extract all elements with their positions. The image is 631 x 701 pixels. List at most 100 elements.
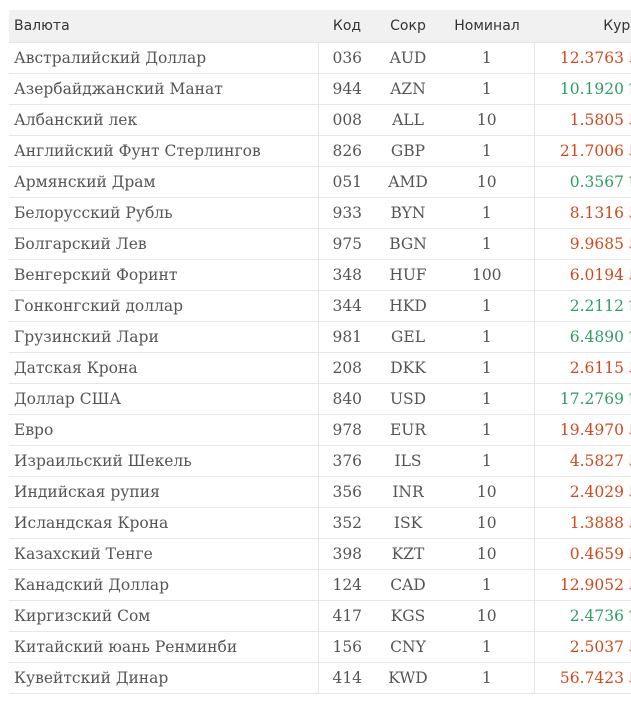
rate-value: 4.5827 [569, 452, 624, 470]
currency-name-cell: Английский Фунт Стерлингов [9, 135, 318, 167]
rate-value: 2.2112 [569, 297, 624, 315]
currency-nominal-cell: 1 [440, 42, 534, 74]
currency-rate-cell: 2.4736↑ [533, 600, 631, 632]
arrow-up-icon: ↑ [625, 297, 631, 315]
currency-abbr-cell: EUR [376, 414, 440, 446]
currency-rate-cell: 0.4659↓ [533, 538, 631, 570]
rate-value: 56.7423 [559, 669, 624, 687]
currency-code-cell: 417 [317, 600, 376, 632]
table-body: Австралийский Доллар036AUD112.3763↓Азерб… [9, 42, 631, 694]
currency-abbr-cell: USD [376, 383, 440, 415]
currency-name-cell: Болгарский Лев [9, 228, 318, 260]
currency-abbr-cell: DKK [376, 352, 440, 384]
arrow-down-icon: ↓ [625, 111, 631, 129]
arrow-up-icon: ↑ [625, 390, 631, 408]
currency-rate-cell: 19.4970↓ [533, 414, 631, 446]
currency-abbr-cell: AMD [376, 166, 440, 198]
currency-abbr-cell: ILS [376, 445, 440, 477]
currency-rate-cell: 4.5827↓ [533, 445, 631, 477]
currency-nominal-cell: 10 [440, 538, 534, 570]
header-rate[interactable]: Курс [534, 10, 631, 43]
currency-code-cell: 826 [317, 135, 376, 167]
arrow-down-icon: ↓ [625, 142, 631, 160]
currency-nominal-cell: 10 [440, 476, 534, 508]
currency-code-cell: 398 [317, 538, 376, 570]
header-nominal[interactable]: Номинал [440, 10, 534, 43]
rate-value: 1.3888 [569, 514, 624, 532]
currency-name-cell: Белорусский Рубль [9, 197, 318, 229]
currency-nominal-cell: 1 [440, 73, 534, 105]
arrow-down-icon: ↓ [625, 545, 631, 563]
currency-abbr-cell: GBP [376, 135, 440, 167]
currency-rates-table: Валюта Код Сокр Номинал Курс Австралийск… [9, 10, 631, 694]
arrow-up-icon: ↑ [625, 80, 631, 98]
arrow-down-icon: ↓ [625, 669, 631, 687]
currency-rate-cell: 2.6115↓ [533, 352, 631, 384]
rate-value: 2.6115 [569, 359, 624, 377]
currency-rate-cell: 2.5037↓ [533, 631, 631, 663]
currency-abbr-cell: AUD [376, 42, 440, 74]
currency-code-cell: 156 [317, 631, 376, 663]
currency-name-cell: Киргизский Сом [9, 600, 318, 632]
currency-name-cell: Азербайджанский Манат [9, 73, 318, 105]
arrow-down-icon: ↓ [625, 452, 631, 470]
currency-name-cell: Австралийский Доллар [9, 42, 318, 74]
currency-abbr-cell: AZN [376, 73, 440, 105]
currency-name-cell: Исландская Крона [9, 507, 318, 539]
rate-value: 0.4659 [569, 545, 624, 563]
arrow-down-icon: ↓ [625, 576, 631, 594]
arrow-down-icon: ↓ [625, 359, 631, 377]
currency-nominal-cell: 10 [440, 104, 534, 136]
header-abbreviation[interactable]: Сокр [376, 10, 440, 43]
currency-abbr-cell: HUF [376, 259, 440, 291]
currency-abbr-cell: INR [376, 476, 440, 508]
currency-name-cell: Венгерский Форинт [9, 259, 318, 291]
arrow-up-icon: ↑ [625, 607, 631, 625]
currency-abbr-cell: ALL [376, 104, 440, 136]
currency-code-cell: 051 [317, 166, 376, 198]
currency-name-cell: Армянский Драм [9, 166, 318, 198]
header-currency[interactable]: Валюта [9, 10, 318, 43]
currency-code-cell: 840 [317, 383, 376, 415]
currency-abbr-cell: ISK [376, 507, 440, 539]
currency-name-cell: Израильский Шекель [9, 445, 318, 477]
rate-value: 9.9685 [569, 235, 624, 253]
arrow-down-icon: ↓ [625, 638, 631, 656]
currency-name-cell: Албанский лек [9, 104, 318, 136]
rate-value: 2.5037 [569, 638, 624, 656]
currency-code-cell: 348 [317, 259, 376, 291]
currency-name-cell: Доллар США [9, 383, 318, 415]
arrow-down-icon: ↓ [625, 204, 631, 222]
header-code[interactable]: Код [318, 10, 376, 43]
currency-nominal-cell: 1 [440, 445, 534, 477]
currency-abbr-cell: CNY [376, 631, 440, 663]
currency-nominal-cell: 1 [440, 383, 534, 415]
currency-name-cell: Кувейтский Динар [9, 662, 318, 694]
currency-abbr-cell: CAD [376, 569, 440, 601]
rate-value: 6.0194 [569, 266, 624, 284]
currency-code-cell: 008 [317, 104, 376, 136]
currency-code-cell: 933 [317, 197, 376, 229]
currency-rate-cell: 56.7423↓ [533, 662, 631, 694]
currency-rate-cell: 6.0194↓ [533, 259, 631, 291]
currency-code-cell: 036 [317, 42, 376, 74]
currency-code-cell: 944 [317, 73, 376, 105]
currency-abbr-cell: KWD [376, 662, 440, 694]
arrow-down-icon: ↓ [625, 49, 631, 67]
arrow-down-icon: ↓ [625, 514, 631, 532]
currency-nominal-cell: 10 [440, 600, 534, 632]
arrow-down-icon: ↓ [625, 483, 631, 501]
currency-code-cell: 208 [317, 352, 376, 384]
currency-nominal-cell: 1 [440, 228, 534, 260]
